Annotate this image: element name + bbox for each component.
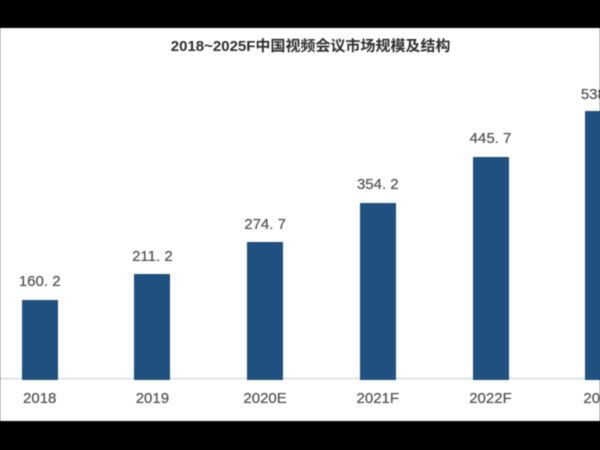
svg-text:2018~2025F: 2018~2025F — [171, 38, 256, 55]
